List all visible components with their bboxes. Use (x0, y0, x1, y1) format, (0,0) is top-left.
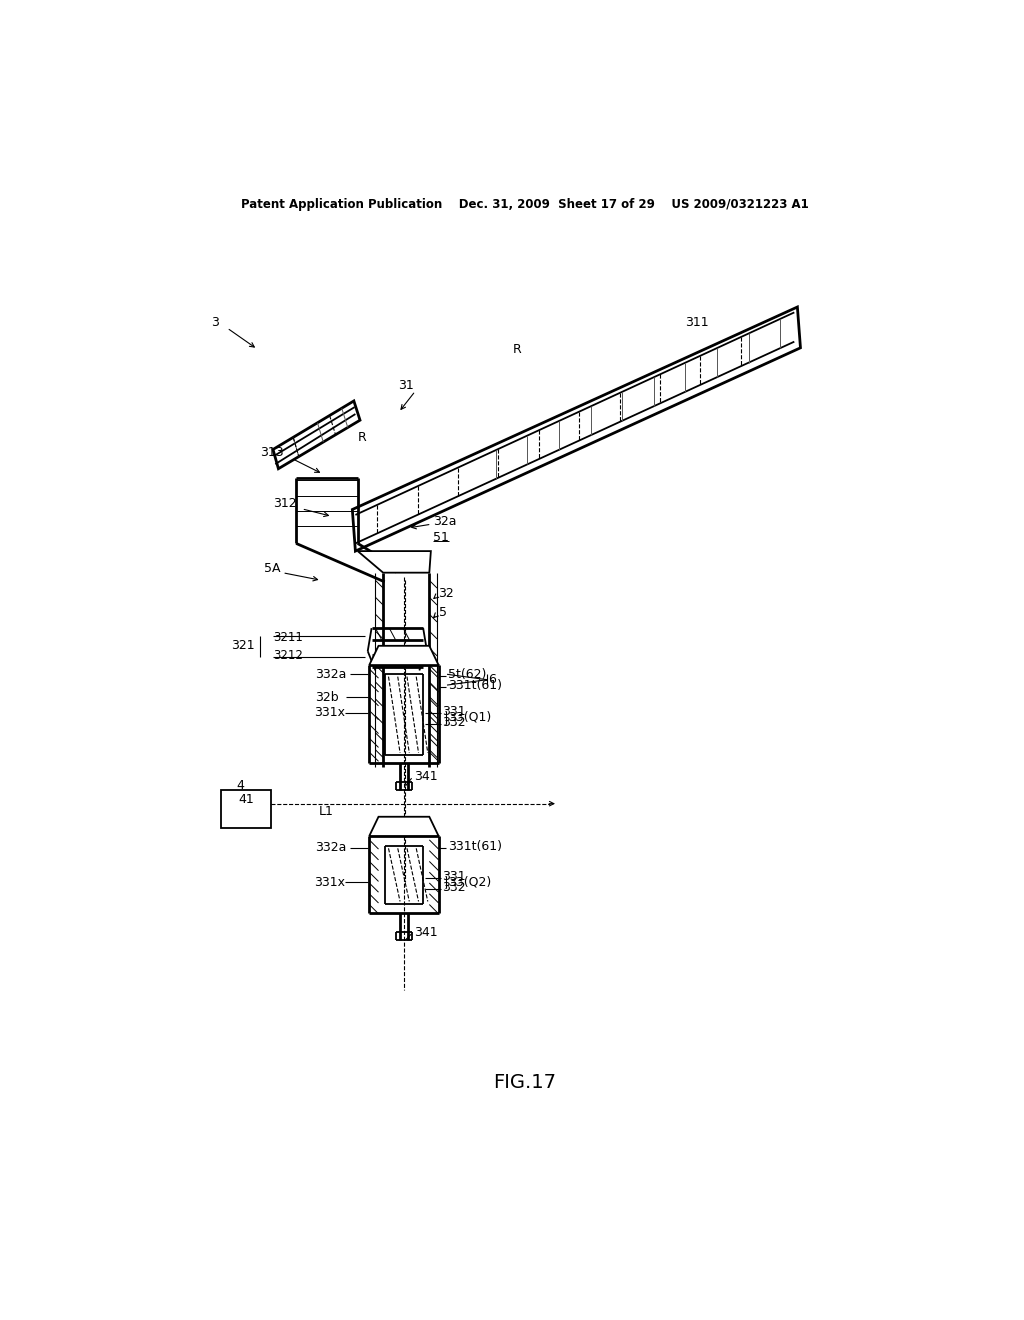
Text: 51: 51 (433, 531, 450, 544)
Text: 4: 4 (237, 779, 245, 792)
Text: 33(Q2): 33(Q2) (447, 875, 492, 888)
Text: 32: 32 (438, 587, 455, 601)
Text: R: R (357, 432, 367, 445)
Text: 32a: 32a (433, 515, 457, 528)
Polygon shape (273, 401, 360, 469)
Bar (221, 789, 271, 829)
Text: 31: 31 (398, 379, 415, 392)
Text: FIG.17: FIG.17 (494, 1073, 556, 1092)
Text: R: R (512, 343, 521, 356)
Text: 311: 311 (685, 315, 709, 329)
Text: 331t(61): 331t(61) (447, 678, 502, 692)
Text: 332: 332 (442, 717, 466, 730)
Text: 32b: 32b (315, 690, 339, 704)
Text: 341: 341 (414, 925, 437, 939)
Text: 331t(61): 331t(61) (447, 840, 502, 853)
Polygon shape (370, 817, 438, 836)
Text: 5A: 5A (264, 562, 281, 576)
Text: 332: 332 (442, 880, 466, 894)
Text: 331: 331 (442, 870, 466, 883)
Text: 3: 3 (211, 315, 219, 329)
Polygon shape (357, 552, 431, 573)
Text: 6: 6 (488, 673, 497, 686)
Polygon shape (370, 645, 438, 665)
Text: 321: 321 (230, 639, 254, 652)
Text: 5: 5 (438, 606, 446, 619)
Text: 3212: 3212 (273, 648, 303, 661)
Text: 331x: 331x (313, 875, 345, 888)
Polygon shape (352, 308, 801, 552)
Text: 313: 313 (260, 446, 284, 459)
Text: 331x: 331x (313, 706, 345, 719)
Text: 3211: 3211 (273, 631, 303, 644)
Text: 332a: 332a (315, 668, 347, 681)
Text: 41: 41 (239, 793, 254, 807)
Text: 341: 341 (414, 770, 437, 783)
Text: 312: 312 (273, 496, 297, 510)
Text: 5t(62): 5t(62) (447, 668, 486, 681)
Text: Patent Application Publication    Dec. 31, 2009  Sheet 17 of 29    US 2009/03212: Patent Application Publication Dec. 31, … (241, 198, 809, 211)
Text: L1: L1 (318, 805, 334, 818)
Text: 331: 331 (442, 705, 466, 718)
Text: 332a: 332a (315, 841, 347, 854)
Text: 33(Q1): 33(Q1) (447, 711, 492, 723)
